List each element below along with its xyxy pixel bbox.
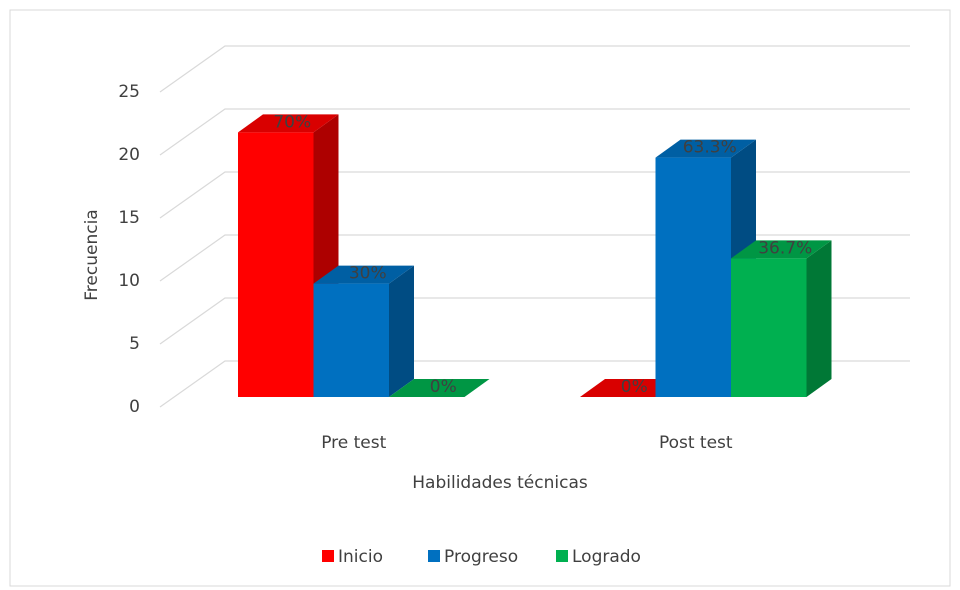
x-tick-label: Post test	[659, 433, 733, 453]
y-axis-title: Frecuencia	[82, 209, 102, 300]
grid-line	[159, 108, 910, 156]
y-tick-label: 25	[118, 82, 140, 102]
y-tick-label: 0	[129, 397, 140, 417]
legend-swatch	[428, 550, 440, 562]
grid-line	[159, 45, 910, 93]
bar-side	[389, 265, 414, 397]
bar	[238, 132, 314, 397]
y-tick-label: 10	[118, 271, 140, 291]
y-tick-label: 5	[129, 334, 140, 354]
legend-label: Progreso	[444, 547, 518, 567]
data-label: 63.3%	[683, 138, 737, 158]
data-label: 0%	[430, 377, 457, 397]
bar-top	[655, 139, 756, 158]
bar-top	[389, 379, 490, 397]
y-tick-label: 15	[118, 208, 140, 228]
bar-top	[580, 379, 681, 397]
data-label: 0%	[621, 377, 648, 397]
legend-swatch	[322, 550, 334, 562]
y-tick-label: 20	[118, 145, 140, 165]
bar	[731, 258, 807, 397]
data-label: 36.7%	[758, 238, 812, 258]
legend-label: Logrado	[572, 547, 641, 567]
legend-swatch	[556, 550, 568, 562]
legend-label: Inicio	[338, 547, 383, 567]
bar	[655, 157, 731, 397]
data-label: 30%	[349, 264, 387, 284]
bar	[313, 283, 389, 397]
bar-top	[731, 240, 832, 259]
bar-top	[238, 114, 339, 133]
x-tick-label: Pre test	[321, 433, 386, 453]
bar-top	[313, 265, 414, 284]
data-label: 70%	[273, 112, 311, 132]
bar-side	[806, 240, 832, 397]
x-axis-title: Habilidades técnicas	[412, 473, 588, 493]
